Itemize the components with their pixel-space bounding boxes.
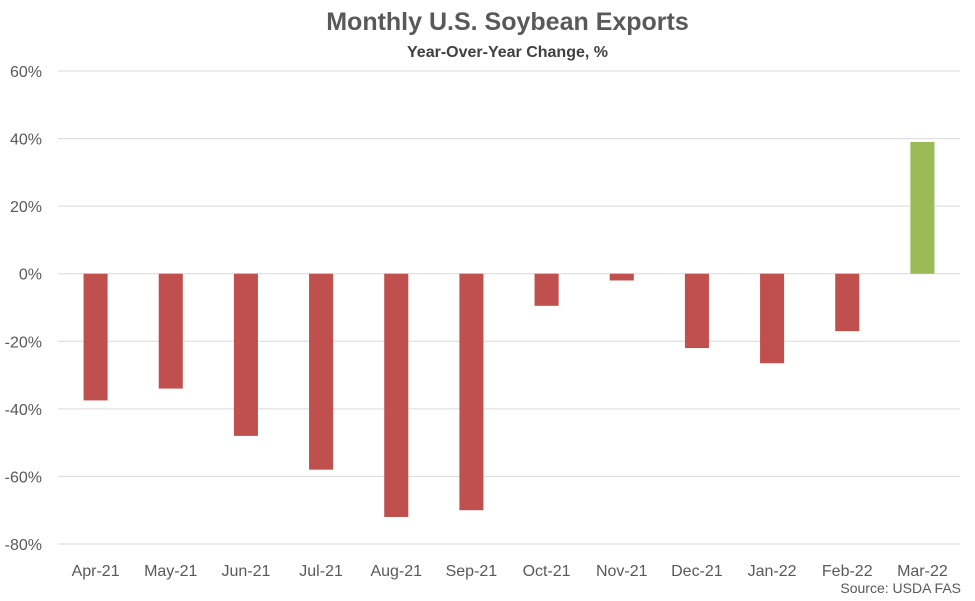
x-axis-ticks: Apr-21 May-21 Jun-21 Jul-21 Aug-21 Sep-21 Oct-…: [72, 563, 948, 580]
y-tick-label: 0%: [19, 267, 42, 284]
x-tick-label: May-21: [144, 563, 197, 580]
y-tick-label: -20%: [5, 334, 42, 351]
y-tick-label: 40%: [10, 132, 42, 149]
x-tick-label: Apr-21: [72, 563, 120, 580]
x-tick-label: Oct-21: [523, 563, 571, 580]
bar-nov-21: [609, 273, 634, 281]
bar-mar-22: [910, 141, 935, 274]
x-tick-label: Mar-22: [897, 563, 948, 580]
gridlines: [58, 70, 960, 545]
y-tick-label: 20%: [10, 199, 42, 216]
bar-apr-21: [83, 273, 108, 401]
bars: [83, 141, 935, 517]
bar-oct-21: [534, 273, 559, 306]
bar-feb-22: [835, 273, 860, 332]
y-tick-label: 60%: [10, 64, 42, 81]
y-tick-label: -60%: [5, 469, 42, 486]
source-note: Source: USDA FAS: [840, 580, 961, 596]
bar-aug-21: [384, 273, 409, 517]
x-tick-label: Feb-22: [822, 563, 873, 580]
bar-jun-21: [233, 273, 258, 436]
y-axis-ticks: -80% -60% -40% -20% 0% 20% 40% 60%: [5, 64, 42, 554]
x-tick-label: Aug-21: [370, 563, 422, 580]
x-tick-label: Jun-21: [221, 563, 270, 580]
x-tick-label: Jan-22: [748, 563, 797, 580]
x-tick-label: Sep-21: [446, 563, 498, 580]
x-tick-label: Dec-21: [671, 563, 723, 580]
bar-dec-21: [684, 273, 709, 349]
bar-sep-21: [459, 273, 484, 511]
x-tick-label: Jul-21: [299, 563, 343, 580]
bar-jan-22: [760, 273, 785, 364]
x-tick-label: Nov-21: [596, 563, 648, 580]
bar-may-21: [158, 273, 183, 389]
chart-subtitle: Year-Over-Year Change, %: [407, 44, 608, 61]
y-tick-label: -40%: [5, 402, 42, 419]
bar-jul-21: [309, 273, 334, 470]
y-tick-label: -80%: [5, 537, 42, 554]
chart-title: Monthly U.S. Soybean Exports: [326, 8, 689, 36]
